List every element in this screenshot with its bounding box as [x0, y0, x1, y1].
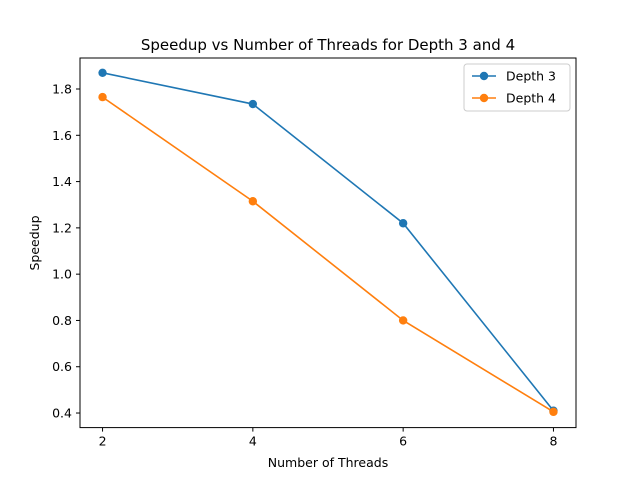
- y-tick-label: 1.0: [52, 267, 72, 282]
- legend: Depth 3 Depth 4: [463, 63, 571, 112]
- legend-swatch-marker: [479, 71, 489, 81]
- data-point: [98, 68, 107, 78]
- y-tick-label: 1.8: [52, 82, 72, 97]
- series-line-depth-3: [102, 72, 555, 412]
- y-tick-label: 1.2: [52, 220, 72, 235]
- x-axis: 2 4 6 8: [99, 427, 557, 449]
- legend-label: Depth 4: [506, 91, 556, 106]
- y-tick-label: 1.4: [52, 174, 72, 189]
- x-axis-label: Number of Threads: [268, 455, 388, 470]
- y-tick-label: 0.6: [52, 359, 72, 374]
- legend-label: Depth 3: [506, 69, 556, 84]
- chart-title: Speedup vs Number of Threads for Depth 3…: [141, 36, 515, 54]
- plot-series: [98, 68, 558, 417]
- x-tick-label: 6: [399, 434, 407, 449]
- series-line-depth-4: [102, 96, 554, 413]
- y-axis-label: Speedup: [27, 215, 42, 270]
- data-point: [248, 197, 258, 206]
- plot-frame: [79, 57, 577, 429]
- data-point: [398, 219, 408, 228]
- x-tick-label: 8: [549, 434, 557, 449]
- data-point: [398, 316, 408, 325]
- x-tick-label: 2: [99, 434, 107, 449]
- y-axis: 0.4 0.6 0.8 1.0 1.2 1.4 1.6 1.8: [52, 82, 80, 421]
- y-tick-label: 0.8: [52, 313, 72, 328]
- data-point: [549, 407, 558, 417]
- y-tick-label: 0.4: [52, 406, 72, 421]
- legend-swatch-marker: [479, 93, 489, 103]
- x-tick-label: 4: [249, 434, 257, 449]
- data-point: [98, 92, 107, 102]
- data-point: [248, 99, 258, 109]
- y-tick-label: 1.6: [52, 128, 72, 143]
